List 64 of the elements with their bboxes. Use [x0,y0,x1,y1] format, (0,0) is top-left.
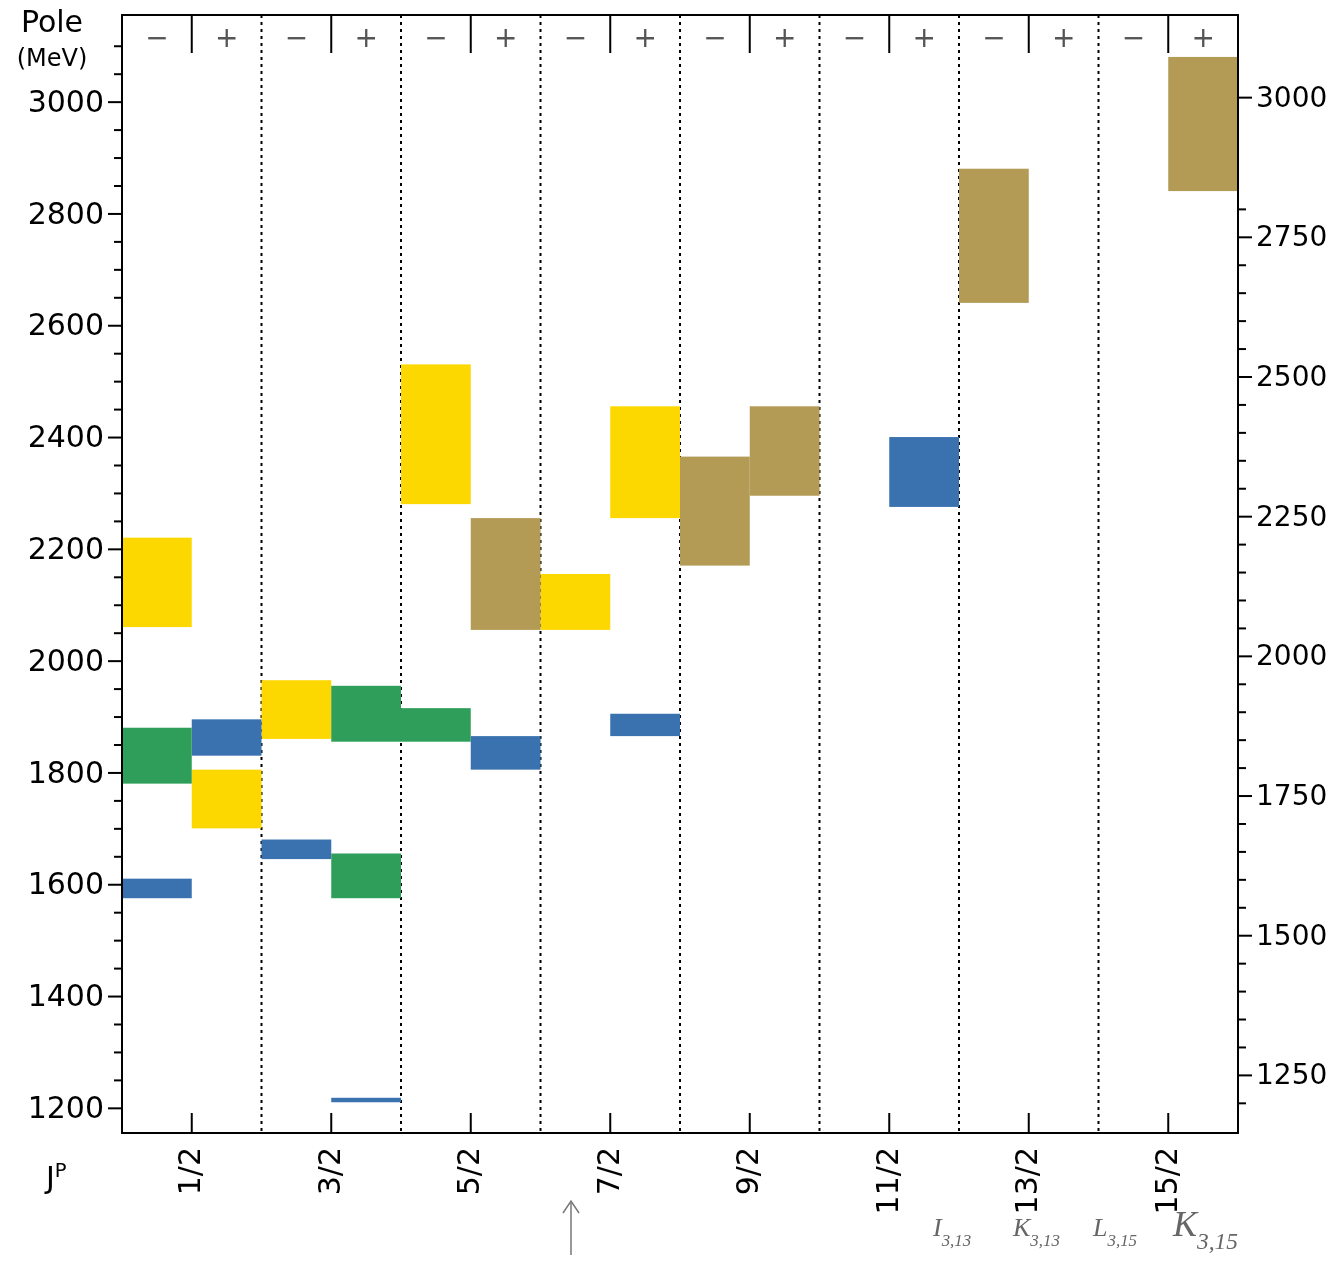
bar [610,406,680,519]
y-tick-label: 1600 [27,866,104,902]
bar [401,364,471,505]
y-tick-label: 2000 [27,642,104,678]
annotation: + [354,21,378,54]
y-tick-label: 2400 [27,419,104,455]
x-tick-label: 11/2 [869,1147,905,1215]
bar [122,727,192,784]
annotation: + [633,21,657,54]
bar [331,1097,401,1103]
y2-tick-label: 2000 [1256,639,1328,673]
annotation: − [145,21,169,54]
text: K$_{3,13}$ [1012,1213,1060,1250]
y2-tick-label: 2500 [1256,359,1328,393]
bar [191,719,262,756]
annotation: + [1051,21,1076,54]
annotation: + [1191,21,1215,54]
bar [610,713,680,737]
y2-tick-label: 2250 [1256,499,1328,533]
x-tick-label: 13/2 [1009,1147,1045,1215]
y2-tick-label: 1750 [1256,778,1328,812]
annotation: + [912,21,936,54]
bar [959,168,1029,303]
annotation: + [214,21,239,54]
y-tick-label: 1200 [27,1089,104,1125]
bar [261,839,332,860]
bar [122,878,192,899]
y2-tick-label: 2750 [1256,220,1328,254]
annotation: − [563,21,588,54]
bar [331,853,401,899]
x-tick-label: 3/2 [311,1147,347,1196]
annotation: − [842,21,867,54]
annotation: + [493,21,518,54]
y-tick-label: 2600 [27,307,104,343]
y-axis-title: Pole (MeV) [16,4,88,72]
bar [122,537,192,628]
bar [191,769,262,829]
annotation: − [424,21,448,54]
bar [261,680,332,739]
annotation: − [1121,21,1146,54]
y-tick-label: 2800 [27,195,104,231]
text: L$_{3,15}$ [1092,1213,1138,1250]
annotation: − [982,21,1006,54]
bar [889,437,959,507]
x-tick-label: 9/2 [730,1147,766,1196]
x-tick-label: 7/2 [590,1147,626,1196]
y2-tick-label: 1250 [1256,1058,1328,1092]
y-tick-label: 2200 [27,530,104,566]
bar [470,518,541,630]
y-tick-label: 1400 [27,978,104,1014]
bar [1168,56,1238,192]
x-tick-label: 5/2 [451,1147,487,1196]
y-tick-label: 1800 [27,754,104,790]
text: I$_{3,13}$ [932,1213,972,1250]
x-tick-label: 1/2 [172,1147,208,1196]
annotation: − [703,21,727,54]
bar [470,736,541,770]
bar [540,574,611,630]
x-axis-title: J$^{P}$ [44,1158,67,1195]
y-tick-label: 3000 [27,83,104,119]
y2-tick-label: 3000 [1256,80,1328,114]
annotation: + [772,21,797,54]
annotation: − [284,21,309,54]
y2-tick-label: 1500 [1256,918,1328,952]
